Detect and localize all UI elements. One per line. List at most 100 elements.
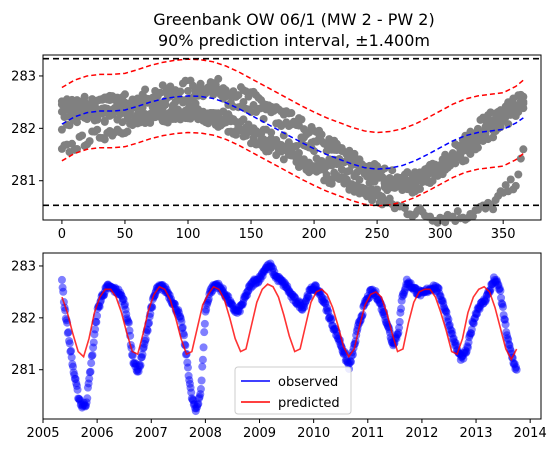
observed-point (62, 103, 71, 112)
legend: observed predicted (234, 366, 352, 415)
bottom-y-axis: 281 282 283 (11, 259, 43, 378)
observed-point (292, 154, 301, 163)
observed-point (93, 115, 102, 124)
observed-point (461, 156, 470, 165)
observed-point (100, 116, 109, 125)
observed-point (78, 131, 87, 140)
observed-point (337, 147, 346, 155)
observed-point (198, 362, 207, 371)
observed-point (269, 139, 278, 148)
observed-point (89, 338, 98, 347)
observed-point (287, 109, 296, 118)
observed-point (73, 144, 82, 153)
observed-point (124, 318, 133, 327)
x-tick-label: 2011 (351, 426, 384, 441)
observed-point (428, 176, 437, 185)
observed-point (65, 121, 74, 130)
observed-point (93, 125, 102, 134)
observed-point (501, 320, 510, 329)
observed-point (80, 92, 89, 101)
bottom-plot-panel: 2005 2006 2007 2008 2009 2010 2011 2012 2013 2014… (11, 252, 547, 441)
observed-point (83, 394, 92, 403)
x-tick-label: 2008 (189, 426, 222, 441)
observed-point (59, 287, 68, 296)
x-tick-label: 2012 (405, 426, 438, 441)
observed-point (144, 318, 153, 327)
observed-point (67, 353, 76, 362)
observed-point (489, 133, 498, 142)
observed-point (86, 367, 95, 376)
observed-point (73, 118, 82, 127)
observed-point (226, 117, 235, 126)
observed-point (138, 350, 147, 359)
chart-title-line1: Greenbank OW 06/1 (MW 2 - PW 2) (153, 10, 434, 29)
observed-point (519, 92, 528, 101)
top-plot-panel: 0 50 100 150 200 250 300 350 281 282 283 (11, 54, 542, 242)
top-plot-frame (42, 54, 542, 221)
observed-point (141, 85, 150, 94)
x-tick-label: 200 (302, 227, 327, 242)
observed-point (200, 319, 209, 328)
observed-point (476, 128, 485, 137)
x-tick-label: 300 (428, 227, 453, 242)
observed-point (294, 121, 303, 130)
legend-predicted-label: predicted (278, 396, 340, 411)
observed-point (519, 104, 528, 113)
legend-observed-label: observed (278, 375, 338, 390)
observed-point (183, 86, 192, 95)
observed-point (397, 304, 406, 313)
observed-point (516, 154, 525, 163)
x-tick-label: 2009 (243, 426, 276, 441)
y-tick-label: 282 (11, 311, 36, 326)
observed-point (166, 108, 175, 117)
observed-point (375, 166, 384, 175)
y-tick-label: 283 (11, 69, 36, 84)
observed-point (512, 365, 521, 374)
observed-point (221, 92, 230, 101)
x-tick-label: 50 (117, 227, 134, 242)
observed-point (200, 328, 209, 337)
observed-point (486, 118, 495, 127)
y-tick-label: 283 (11, 259, 36, 274)
observed-point (297, 115, 306, 124)
observed-point (231, 130, 240, 139)
observed-point (176, 87, 185, 96)
y-tick-label: 282 (11, 122, 36, 137)
observed-point (415, 184, 424, 193)
observed-point (180, 331, 189, 340)
observed-point (269, 106, 278, 115)
x-tick-label: 2005 (26, 426, 59, 441)
observed-point (65, 339, 74, 348)
observed-point (136, 361, 145, 370)
x-tick-label: 2013 (459, 426, 492, 441)
observed-point (468, 212, 477, 221)
observed-point (244, 126, 253, 135)
observed-point (85, 374, 94, 383)
observed-point (87, 359, 96, 368)
observed-point (196, 385, 205, 394)
observed-point (231, 92, 240, 101)
observed-point (279, 110, 288, 119)
x-tick-label: 2006 (81, 426, 114, 441)
observed-point (93, 311, 102, 320)
observed-point (239, 98, 248, 107)
observed-point (235, 307, 244, 316)
observed-point (183, 363, 192, 372)
observed-point (85, 137, 94, 146)
observed-point (57, 275, 66, 284)
observed-point (511, 181, 520, 190)
observed-point (143, 326, 152, 335)
mean-prediction-line (61, 95, 524, 170)
observed-point (68, 139, 76, 148)
observed-point (489, 205, 498, 214)
upper-interval-line (61, 58, 524, 134)
x-tick-label: 2007 (135, 426, 168, 441)
observed-point (378, 192, 387, 201)
observed-point (92, 318, 101, 327)
predicted-line (61, 283, 518, 362)
observed-point (254, 128, 263, 137)
observed-point (327, 139, 336, 148)
observed-point (100, 135, 109, 144)
observed-point (322, 170, 331, 179)
